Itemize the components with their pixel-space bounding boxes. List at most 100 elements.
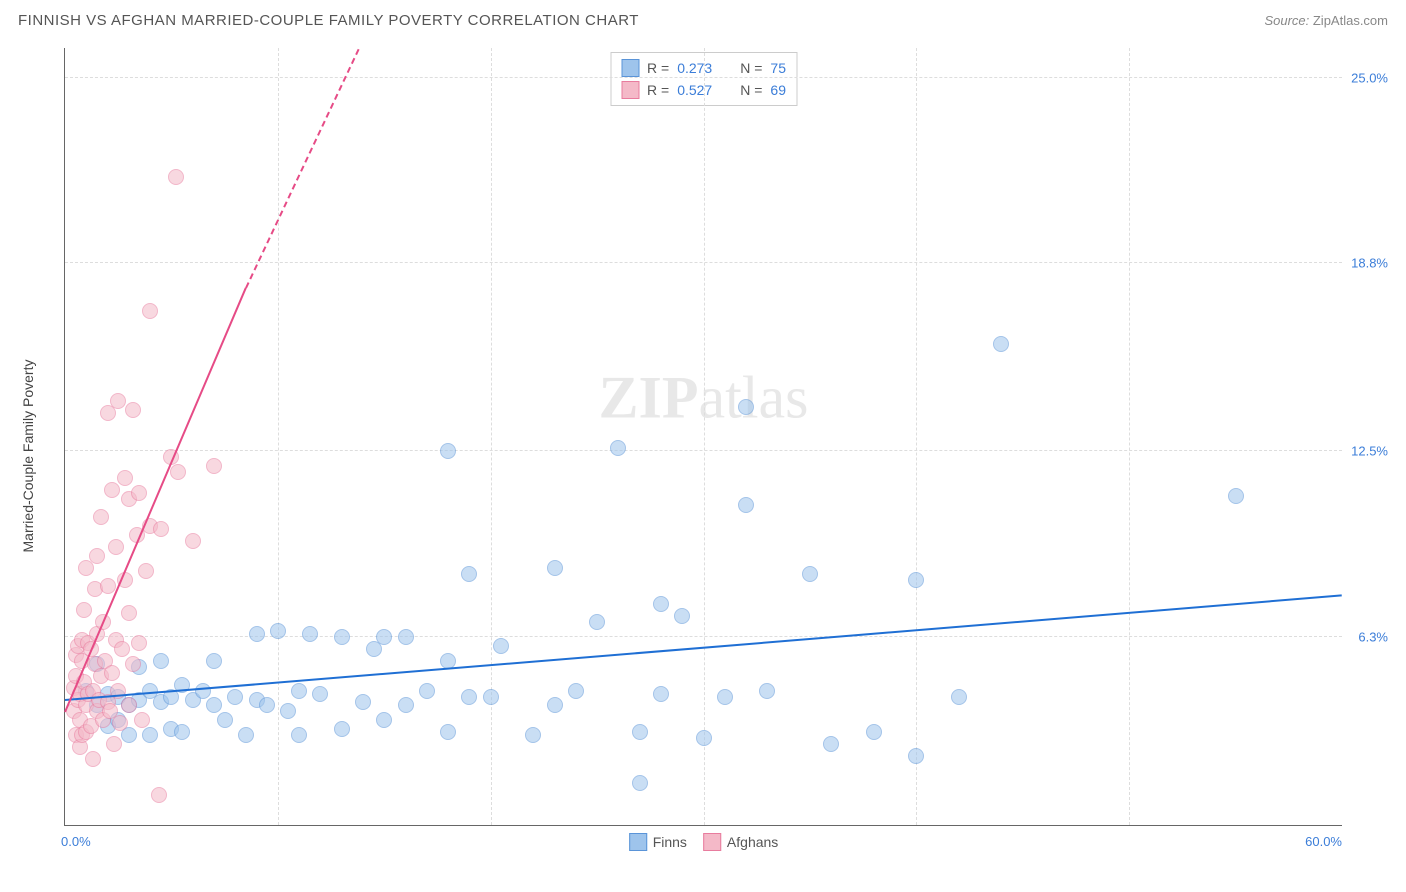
- scatter-point: [440, 443, 456, 459]
- scatter-point: [89, 548, 105, 564]
- scatter-point: [376, 629, 392, 645]
- scatter-point: [108, 539, 124, 555]
- legend-n-label: N =: [740, 79, 762, 101]
- scatter-point: [142, 727, 158, 743]
- scatter-point: [259, 697, 275, 713]
- legend-swatch: [621, 81, 639, 99]
- scatter-point: [270, 623, 286, 639]
- legend-swatch: [629, 833, 647, 851]
- scatter-point: [823, 736, 839, 752]
- y-tick-label: 18.8%: [1346, 256, 1388, 271]
- scatter-point: [110, 393, 126, 409]
- scatter-point: [632, 724, 648, 740]
- scatter-point: [206, 653, 222, 669]
- scatter-point: [653, 596, 669, 612]
- legend-series-item: Afghans: [703, 833, 778, 851]
- scatter-point: [249, 626, 265, 642]
- scatter-point: [114, 641, 130, 657]
- scatter-point: [717, 689, 733, 705]
- scatter-point: [589, 614, 605, 630]
- scatter-point: [125, 656, 141, 672]
- scatter-point: [153, 653, 169, 669]
- gridline-vertical: [704, 48, 705, 825]
- scatter-point: [76, 602, 92, 618]
- scatter-point: [674, 608, 690, 624]
- scatter-point: [993, 336, 1009, 352]
- x-tick-label: 0.0%: [61, 834, 91, 849]
- scatter-point: [142, 303, 158, 319]
- scatter-point: [376, 712, 392, 728]
- chart-area: Married-Couple Family Poverty ZIPatlas R…: [18, 44, 1388, 868]
- scatter-point: [134, 712, 150, 728]
- scatter-point: [398, 697, 414, 713]
- scatter-point: [227, 689, 243, 705]
- scatter-point: [493, 638, 509, 654]
- scatter-point: [131, 485, 147, 501]
- scatter-point: [302, 626, 318, 642]
- scatter-point: [547, 560, 563, 576]
- scatter-point: [104, 482, 120, 498]
- gridline-vertical: [916, 48, 917, 825]
- scatter-point: [206, 697, 222, 713]
- scatter-point: [547, 697, 563, 713]
- legend-series-item: Finns: [629, 833, 687, 851]
- scatter-point: [398, 629, 414, 645]
- scatter-point: [117, 470, 133, 486]
- scatter-point: [217, 712, 233, 728]
- legend-series: Finns Afghans: [629, 833, 779, 851]
- legend-n-value: 69: [770, 79, 786, 101]
- legend-n-value: 75: [770, 57, 786, 79]
- scatter-point: [866, 724, 882, 740]
- scatter-point: [170, 464, 186, 480]
- chart-source: Source: ZipAtlas.com: [1264, 13, 1388, 28]
- scatter-point: [440, 724, 456, 740]
- scatter-point: [696, 730, 712, 746]
- scatter-point: [525, 727, 541, 743]
- scatter-point: [85, 751, 101, 767]
- y-tick-label: 6.3%: [1346, 629, 1388, 644]
- scatter-point: [568, 683, 584, 699]
- scatter-point: [125, 402, 141, 418]
- scatter-point: [951, 689, 967, 705]
- scatter-point: [104, 665, 120, 681]
- scatter-point: [461, 566, 477, 582]
- scatter-point: [93, 509, 109, 525]
- scatter-point: [131, 635, 147, 651]
- scatter-point: [280, 703, 296, 719]
- x-tick-label: 60.0%: [1305, 834, 1342, 849]
- regression-line: [64, 288, 247, 713]
- scatter-point: [106, 736, 122, 752]
- scatter-point: [759, 683, 775, 699]
- scatter-point: [908, 748, 924, 764]
- scatter-point: [355, 694, 371, 710]
- source-name: ZipAtlas.com: [1313, 13, 1388, 28]
- legend-swatch: [621, 59, 639, 77]
- scatter-point: [802, 566, 818, 582]
- scatter-point: [291, 683, 307, 699]
- scatter-point: [632, 775, 648, 791]
- legend-r-label: R =: [647, 79, 669, 101]
- scatter-point: [461, 689, 477, 705]
- watermark-bold: ZIP: [599, 364, 699, 430]
- scatter-point: [185, 533, 201, 549]
- scatter-point: [195, 683, 211, 699]
- scatter-point: [419, 683, 435, 699]
- scatter-point: [610, 440, 626, 456]
- legend-n-label: N =: [740, 57, 762, 79]
- gridline-vertical: [491, 48, 492, 825]
- legend-r-value: 0.527: [677, 79, 712, 101]
- y-tick-label: 12.5%: [1346, 444, 1388, 459]
- legend-swatch: [703, 833, 721, 851]
- scatter-point: [206, 458, 222, 474]
- scatter-point: [168, 169, 184, 185]
- scatter-point: [112, 715, 128, 731]
- legend-r-label: R =: [647, 57, 669, 79]
- scatter-point: [738, 399, 754, 415]
- legend-series-name: Afghans: [727, 834, 778, 850]
- scatter-point: [1228, 488, 1244, 504]
- scatter-point: [483, 689, 499, 705]
- scatter-point: [138, 563, 154, 579]
- watermark-rest: atlas: [699, 364, 809, 430]
- scatter-point: [151, 787, 167, 803]
- scatter-point: [121, 697, 137, 713]
